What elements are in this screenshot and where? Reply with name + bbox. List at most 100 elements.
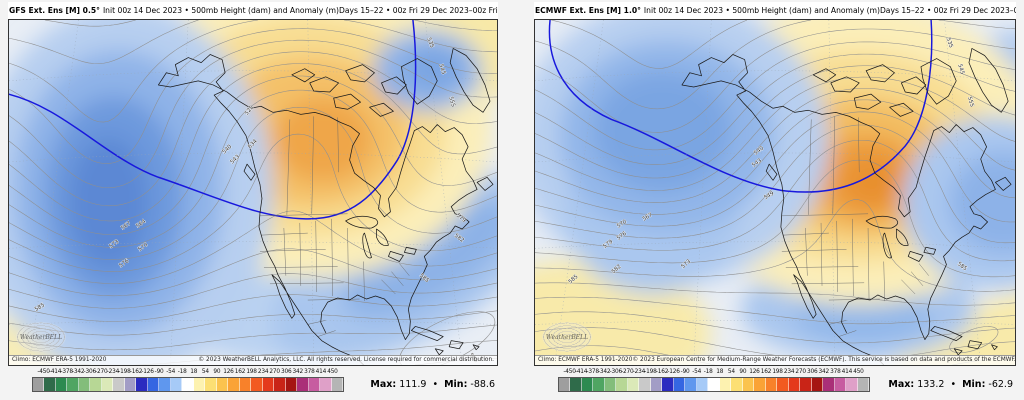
colorbar-tick: -270: [621, 369, 634, 375]
colorbar-cell: [581, 378, 594, 391]
colorbar-tick: -450: [563, 369, 576, 375]
isoline: [9, 89, 497, 248]
attribution-bar-ecmwf: Climo: ECMWF ERA-5 1991-2020 © 2023 Euro…: [535, 355, 1015, 365]
title-valid-range-ecmwf: Days 15–22 • 00z Fri 29 Dec 2023–00z Fri…: [879, 6, 1016, 15]
colorbar-tick: -162: [129, 369, 143, 375]
colorbar-tick: 126: [749, 369, 760, 375]
colorbar-tick: 234: [257, 369, 269, 375]
colorbar-tick: 90: [213, 369, 221, 375]
colorbar-cell: [90, 378, 102, 391]
isoline: [535, 124, 1015, 244]
contour-label: 545: [956, 63, 965, 75]
colorbar-cell: [55, 378, 68, 391]
colorbar-cell: [182, 378, 194, 391]
colorbar-cell: [777, 378, 789, 391]
isoline: [9, 51, 497, 207]
colorbar-tick: -18: [177, 369, 187, 375]
colorbar-cell: [285, 378, 298, 391]
weatherbell-logo-text: WeatherBELL: [545, 333, 589, 341]
colorbar-cell: [101, 378, 114, 391]
colorbar-tick: -18: [703, 369, 713, 375]
climo-note-ecmwf: Climo: ECMWF ERA-5 1991-2020: [538, 357, 633, 363]
isoline: [9, 75, 497, 235]
colorbar-tick: 162: [760, 369, 772, 375]
isoline: [9, 273, 497, 309]
isoline: [9, 63, 497, 222]
isoline: [535, 53, 1015, 165]
isoline: [9, 310, 497, 336]
isoline: [535, 282, 1015, 306]
colorbar-cell: [136, 378, 148, 391]
colorbar-cell: [742, 378, 755, 391]
min-label: Min:: [444, 379, 468, 390]
contour-label: 582: [453, 233, 465, 244]
separator-dot: •: [432, 379, 439, 390]
colorbar-tick: 270: [795, 369, 806, 375]
model-name-gfs: GFS Ext. Ens [M] 0.5°: [9, 6, 100, 15]
isoline: [535, 28, 1015, 133]
separator-dot: •: [950, 379, 957, 390]
colorbar-tick: -126: [667, 369, 680, 375]
colorbar-cell: [811, 378, 824, 391]
colorbar-tick: -378: [586, 369, 599, 375]
colorbar-tick: -270: [95, 369, 108, 375]
colorbar-tick: 18: [190, 369, 198, 375]
colorbar-tick: -198: [118, 369, 131, 375]
isoline: [9, 133, 497, 272]
colorbar-cell: [147, 378, 160, 391]
contour-label: 567: [642, 212, 654, 223]
contour-label: 555: [447, 96, 456, 108]
isoline: [535, 296, 1015, 325]
weather-map-gfs: 5255345405435645675705735765855795825855…: [9, 20, 497, 365]
title-left: ECMWF Ext. Ens [M] 1.0° Init 00z 14 Dec 2…: [535, 6, 880, 15]
colorbar-tick: 414: [315, 369, 327, 375]
colorbar-cell: [33, 378, 45, 391]
colorbar-ticks-gfs: -450 -414 -378 -342 -306 -270 -234 -198 -162 -126…: [32, 369, 344, 377]
colorbar-cell: [308, 378, 321, 391]
contour-label: 545: [437, 63, 446, 75]
colorbar-cell: [846, 378, 858, 391]
colorbar-cell: [570, 378, 582, 391]
isoline: [535, 99, 1015, 215]
isoline: [9, 20, 497, 64]
colorbar-cell: [124, 378, 137, 391]
anomaly-shading-gfs: [9, 20, 497, 365]
colorbar-cell: [262, 378, 275, 391]
colorbar-tick: -54: [692, 369, 702, 375]
colorbar-tick: -342: [72, 369, 85, 375]
colorbar-tick: 414: [841, 369, 853, 375]
title-init-gfs: Init 00z 14 Dec 2023 • 500mb Height (dam…: [102, 6, 339, 15]
attribution-bar-gfs: Climo: ECMWF ERA-5 1991-2020 © 2023 Weat…: [9, 355, 497, 365]
colorbar-cell: [800, 378, 812, 391]
colorbar-cell: [708, 378, 720, 391]
colorbar-cell: [320, 378, 332, 391]
colorbar-cell: [731, 378, 743, 391]
max-label: Max:: [888, 379, 915, 390]
colorbar-cell: [696, 378, 709, 391]
colorbar-tick: 378: [830, 369, 841, 375]
colorbar-gfs: -450 -414 -378 -342 -306 -270 -234 -198 -162 -126…: [32, 369, 344, 392]
colorbar-tick: 162: [234, 369, 246, 375]
weatherbell-logo: WeatherBELL: [542, 322, 592, 352]
colorbar-tick: 306: [280, 369, 292, 375]
weatherbell-logo-text: WeatherBELL: [19, 333, 63, 341]
colorbar-tick: -342: [598, 369, 611, 375]
colorbar-cell: [78, 378, 91, 391]
isoline: [551, 20, 748, 69]
anomaly-shading-ecmwf: [535, 20, 1015, 365]
colorbar-cell: [662, 378, 674, 391]
model-name-ecmwf: ECMWF Ext. Ens [M] 1.0°: [535, 6, 641, 15]
colorbar-cell: [251, 378, 263, 391]
colorbar-cell: [765, 378, 778, 391]
legend-row-gfs: -450 -414 -378 -342 -306 -270 -234 -198 -162 -126…: [8, 369, 498, 392]
colorbar-tick: -414: [48, 369, 62, 375]
colorbar-cell: [719, 378, 732, 391]
colorbar-cell: [113, 378, 125, 391]
colorbar-cell: [685, 378, 697, 391]
colorbar-cell: [239, 378, 252, 391]
colorbar-cells-ecmwf: [558, 377, 870, 392]
colorbar-cell: [274, 378, 286, 391]
climo-note-gfs: Climo: ECMWF ERA-5 1991-2020: [12, 357, 107, 363]
colorbar-tick: 270: [269, 369, 280, 375]
colorbar-tick: -162: [655, 369, 669, 375]
